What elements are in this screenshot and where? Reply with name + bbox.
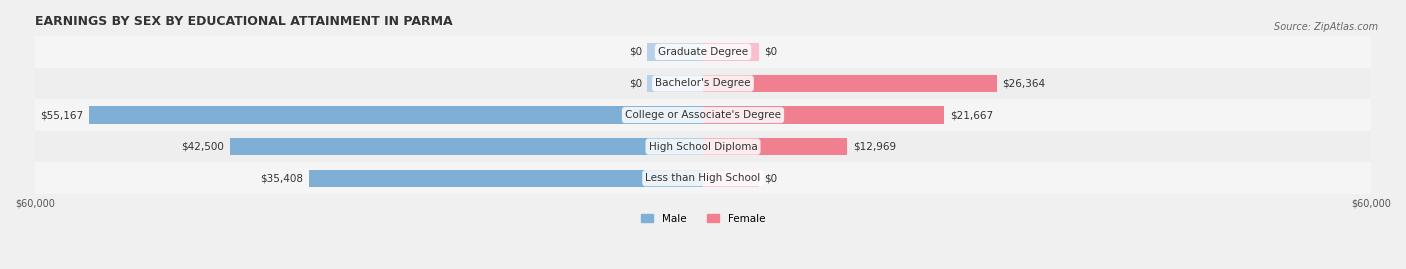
Bar [35,131,1371,162]
Bar [35,99,1371,131]
Text: $55,167: $55,167 [39,110,83,120]
Text: College or Associate's Degree: College or Associate's Degree [626,110,780,120]
Text: Source: ZipAtlas.com: Source: ZipAtlas.com [1274,22,1378,31]
Bar [703,138,848,155]
Bar [703,75,997,92]
Text: Less than High School: Less than High School [645,173,761,183]
Bar [647,43,703,61]
Bar [89,106,703,124]
Bar [35,162,1371,194]
Text: EARNINGS BY SEX BY EDUCATIONAL ATTAINMENT IN PARMA: EARNINGS BY SEX BY EDUCATIONAL ATTAINMEN… [35,15,453,28]
Bar [647,75,703,92]
Text: Graduate Degree: Graduate Degree [658,47,748,57]
Text: $0: $0 [765,173,778,183]
Text: $0: $0 [628,79,641,89]
Bar [309,169,703,187]
Bar [703,106,945,124]
Text: Bachelor's Degree: Bachelor's Degree [655,79,751,89]
Text: $35,408: $35,408 [260,173,304,183]
Bar [703,169,759,187]
Legend: Male, Female: Male, Female [637,210,769,228]
Bar [35,68,1371,99]
Text: $21,667: $21,667 [950,110,993,120]
Bar [229,138,703,155]
Bar [35,36,1371,68]
Text: $12,969: $12,969 [853,141,896,152]
Bar [703,43,759,61]
Text: $0: $0 [765,47,778,57]
Text: High School Diploma: High School Diploma [648,141,758,152]
Text: $26,364: $26,364 [1002,79,1045,89]
Text: $42,500: $42,500 [181,141,224,152]
Text: $0: $0 [628,47,641,57]
